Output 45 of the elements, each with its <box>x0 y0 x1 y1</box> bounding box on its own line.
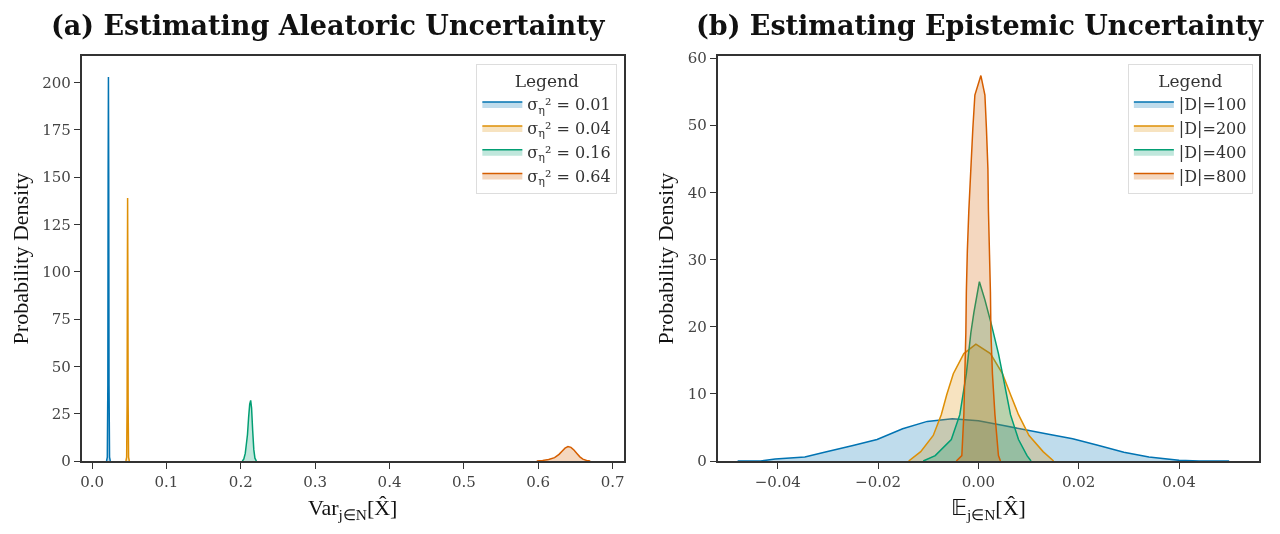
y-tick-label: 50 <box>51 357 71 376</box>
y-axis-title: Probability Density <box>7 172 33 345</box>
x-tick-label: 0.04 <box>1162 472 1196 491</box>
x-tick-label: 0.4 <box>377 472 402 491</box>
y-tick-label: 125 <box>42 215 71 234</box>
y-tick-label: 175 <box>42 121 71 140</box>
y-tick-label: 0 <box>697 452 707 471</box>
y-tick-label: 200 <box>42 73 71 92</box>
y-tick-label: 50 <box>687 116 707 135</box>
x-tick-label: 0.00 <box>961 472 996 491</box>
legend-label: σ$_{η}$² = 0.01 <box>527 95 611 117</box>
y-tick-label: 60 <box>687 49 707 68</box>
y-tick-label: 10 <box>687 385 707 404</box>
x-tick-label: −0.04 <box>754 472 801 491</box>
legend-label: σ$_{η}$² = 0.64 <box>527 166 611 189</box>
legend-label: |D|=400 <box>1178 142 1247 162</box>
y-tick-label: 20 <box>687 317 707 336</box>
y-tick-label: 30 <box>687 250 707 269</box>
legend-label: |D|=200 <box>1178 119 1247 139</box>
chart-title: (a) Estimating Aleatoric Uncertainty <box>51 10 606 41</box>
x-axis-title: Var$_{j∈N}$[X̂] <box>307 495 398 523</box>
y-tick-label: 0 <box>61 452 71 471</box>
x-tick-label: 0.02 <box>1061 472 1096 491</box>
x-tick-label: 0.2 <box>228 472 253 491</box>
chart-title: (b) Estimating Epistemic Uncertainty <box>696 10 1265 41</box>
y-tick-label: 150 <box>42 168 71 187</box>
y-tick-label: 100 <box>42 263 71 282</box>
x-tick-label: 0.1 <box>154 472 179 491</box>
legend-title: Legend <box>514 71 579 92</box>
y-tick-label: 75 <box>51 310 71 329</box>
y-tick-label: 40 <box>687 183 707 202</box>
x-tick-label: 0.5 <box>451 472 476 491</box>
x-tick-label: 0.0 <box>80 472 104 491</box>
x-tick-label: −0.02 <box>855 472 902 491</box>
legend-label: |D|=800 <box>1178 166 1247 186</box>
x-tick-label: 0.6 <box>526 472 551 491</box>
legend-label: σ$_{η}$² = 0.16 <box>527 142 611 165</box>
y-axis-title: Probability Density <box>653 172 679 345</box>
x-axis-title: 𝔼$_{j∈N}$[X̂] <box>950 495 1026 523</box>
x-tick-label: 0.7 <box>600 472 625 491</box>
legend-title: Legend <box>1158 71 1223 92</box>
y-tick-label: 25 <box>51 404 71 423</box>
legend-label: σ$_{η}$² = 0.04 <box>527 119 611 141</box>
legend-label: |D|=100 <box>1178 95 1247 115</box>
x-tick-label: 0.3 <box>303 472 328 491</box>
